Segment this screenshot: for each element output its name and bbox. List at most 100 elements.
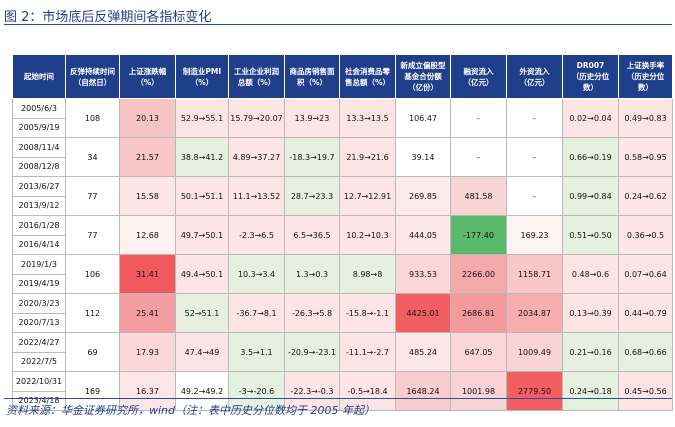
cell-sh-change: 20.13 bbox=[119, 98, 176, 138]
cell-new-funds: 4425.01 bbox=[395, 293, 451, 333]
cell-margin-inflow: 647.05 bbox=[450, 332, 507, 372]
cell-margin-inflow: 481.58 bbox=[450, 176, 507, 216]
cell-turnover: 0.58→0.95 bbox=[618, 137, 673, 177]
cell-retail-sales: 21.9→21.6 bbox=[339, 137, 396, 177]
cell-start-date: 2008/11/4 bbox=[12, 137, 66, 158]
cell-retail-sales: -0.5→18.4 bbox=[339, 371, 396, 411]
header-sh-change: 上证涨跌幅 （%） bbox=[119, 54, 176, 99]
source-rule bbox=[4, 398, 672, 399]
header-turnover: 上证换手率 （历史分位 数） bbox=[618, 54, 673, 99]
cell-new-funds: 1648.24 bbox=[395, 371, 451, 411]
cell-end-date: 2005/9/19 bbox=[12, 117, 66, 138]
cell-duration: 169 bbox=[65, 371, 120, 411]
cell-turnover: 0.45→0.56 bbox=[618, 371, 673, 411]
source-note: 资料来源：华金证券研究所，wind（注：表中历史分位数均于 2005 年起） bbox=[6, 404, 375, 417]
cell-turnover: 0.24→0.62 bbox=[618, 176, 673, 216]
cell-dr007: 0.24→0.18 bbox=[562, 371, 619, 411]
header-house-sales: 商品房销售面 积（%） bbox=[284, 54, 340, 99]
header-retail-sales: 社会消费品零 售总额（%） bbox=[339, 54, 396, 99]
cell-end-date: 2016/4/14 bbox=[12, 234, 66, 255]
cell-start-date: 2022/4/27 bbox=[12, 332, 66, 353]
cell-dr007: 0.21→0.16 bbox=[562, 332, 619, 372]
cell-end-date: 2023/4/18 bbox=[12, 390, 66, 411]
cell-start-date: 2022/10/31 bbox=[12, 371, 66, 392]
cell-end-date: 2013/9/12 bbox=[12, 195, 66, 216]
cell-start-date: 2016/1/28 bbox=[12, 215, 66, 236]
table-row: 2020/3/23 112 25.41 52→51.1 -36.7→8.1 -26.3→5… bbox=[12, 293, 673, 333]
cell-start-date: 2020/3/23 bbox=[12, 293, 66, 314]
table-row: 2008/11/4 34 21.57 38.8→41.2 4.89→37.27 -18.3… bbox=[12, 137, 673, 177]
cell-house-sales: 6.5→36.5 bbox=[284, 215, 340, 255]
cell-end-date: 2022/7/5 bbox=[12, 351, 66, 372]
cell-duration: 77 bbox=[65, 215, 120, 255]
cell-turnover: 0.68→0.66 bbox=[618, 332, 673, 372]
cell-dr007: 0.51→0.50 bbox=[562, 215, 619, 255]
cell-foreign-inflow: - bbox=[506, 137, 563, 177]
cell-retail-sales: 12.7→12.91 bbox=[339, 176, 396, 216]
cell-house-sales: -18.3→19.7 bbox=[284, 137, 340, 177]
cell-duration: 69 bbox=[65, 332, 120, 372]
cell-margin-inflow: - bbox=[450, 137, 507, 177]
cell-foreign-inflow: 1158.71 bbox=[506, 254, 563, 294]
table-row: 2022/4/27 69 17.93 47.4→49 3.5→1.1 -20.9→-23.… bbox=[12, 332, 673, 372]
cell-new-funds: 444.05 bbox=[395, 215, 451, 255]
header-dr007: DR007 （历史分位 数） bbox=[562, 54, 619, 99]
cell-industrial-profit: 4.89→37.27 bbox=[228, 137, 285, 177]
cell-new-funds: 933.53 bbox=[395, 254, 451, 294]
cell-industrial-profit: 3.5→1.1 bbox=[228, 332, 285, 372]
cell-foreign-inflow: 2034.87 bbox=[506, 293, 563, 333]
cell-pmi: 49.7→50.1 bbox=[175, 215, 229, 255]
table-row: 2005/6/3 108 20.13 52.9→55.1 15.79→20.07 13.9… bbox=[12, 98, 673, 138]
cell-pmi: 52.9→55.1 bbox=[175, 98, 229, 138]
cell-foreign-inflow: 169.23 bbox=[506, 215, 563, 255]
cell-new-funds: 269.85 bbox=[395, 176, 451, 216]
cell-pmi: 52→51.1 bbox=[175, 293, 229, 333]
cell-house-sales: 13.9→23 bbox=[284, 98, 340, 138]
cell-margin-inflow: 2686.81 bbox=[450, 293, 507, 333]
title-rule bbox=[4, 24, 672, 25]
cell-foreign-inflow: - bbox=[506, 176, 563, 216]
cell-house-sales: 1.3→0.3 bbox=[284, 254, 340, 294]
cell-house-sales: -26.3→5.8 bbox=[284, 293, 340, 333]
table-row: 2013/6/27 77 15.58 50.1→51.1 11.1→13.52 28.7→… bbox=[12, 176, 673, 216]
cell-dr007: 0.66→0.19 bbox=[562, 137, 619, 177]
cell-start-date: 2013/6/27 bbox=[12, 176, 66, 197]
header-margin-inflow: 融资流入 （亿元） bbox=[450, 54, 507, 99]
cell-start-date: 2019/1/3 bbox=[12, 254, 66, 275]
cell-duration: 112 bbox=[65, 293, 120, 333]
header-pmi: 制造业PMI （%） bbox=[175, 54, 229, 99]
cell-margin-inflow: 2266.00 bbox=[450, 254, 507, 294]
cell-margin-inflow: -177.40 bbox=[450, 215, 507, 255]
header-duration: 反弹持续时间 （自然日） bbox=[65, 54, 120, 99]
cell-retail-sales: 13.3→13.5 bbox=[339, 98, 396, 138]
cell-turnover: 0.49→0.83 bbox=[618, 98, 673, 138]
cell-foreign-inflow: - bbox=[506, 98, 563, 138]
cell-margin-inflow: - bbox=[450, 98, 507, 138]
cell-duration: 106 bbox=[65, 254, 120, 294]
cell-sh-change: 16.37 bbox=[119, 371, 176, 411]
cell-end-date: 2008/12/8 bbox=[12, 156, 66, 177]
cell-new-funds: 106.47 bbox=[395, 98, 451, 138]
cell-house-sales: -20.9→-23.1 bbox=[284, 332, 340, 372]
header-start-date: 起始时间 bbox=[12, 54, 66, 99]
cell-foreign-inflow: 2779.50 bbox=[506, 371, 563, 411]
cell-pmi: 47.4→49 bbox=[175, 332, 229, 372]
cell-dr007: 0.48→0.6 bbox=[562, 254, 619, 294]
header-industrial-profit: 工业企业利润 总额（%） bbox=[228, 54, 285, 99]
cell-margin-inflow: 1001.98 bbox=[450, 371, 507, 411]
table-body: 2005/6/3 108 20.13 52.9→55.1 15.79→20.07 13.9… bbox=[12, 98, 673, 411]
cell-sh-change: 21.57 bbox=[119, 137, 176, 177]
cell-duration: 77 bbox=[65, 176, 120, 216]
table-row: 2022/10/31 169 16.37 49.2→49.2 -3→-20.6 -22.3… bbox=[12, 371, 673, 411]
cell-industrial-profit: 15.79→20.07 bbox=[228, 98, 285, 138]
cell-retail-sales: -11.1→-2.7 bbox=[339, 332, 396, 372]
header-row: 起始时间 反弹持续时间 （自然日） 上证涨跌幅 （%） 制造业PMI （%） 工… bbox=[12, 54, 673, 99]
cell-end-date: 2019/4/19 bbox=[12, 273, 66, 294]
cell-sh-change: 25.41 bbox=[119, 293, 176, 333]
cell-retail-sales: -15.8→-1.1 bbox=[339, 293, 396, 333]
cell-start-date: 2005/6/3 bbox=[12, 98, 66, 119]
cell-dr007: 0.02→0.04 bbox=[562, 98, 619, 138]
cell-industrial-profit: 10.3→3.4 bbox=[228, 254, 285, 294]
figure-title: 图 2：市场底后反弹期间各指标变化 bbox=[4, 10, 212, 25]
table-row: 2019/1/3 106 31.41 49.4→50.1 10.3→3.4 1.3→0.3… bbox=[12, 254, 673, 294]
